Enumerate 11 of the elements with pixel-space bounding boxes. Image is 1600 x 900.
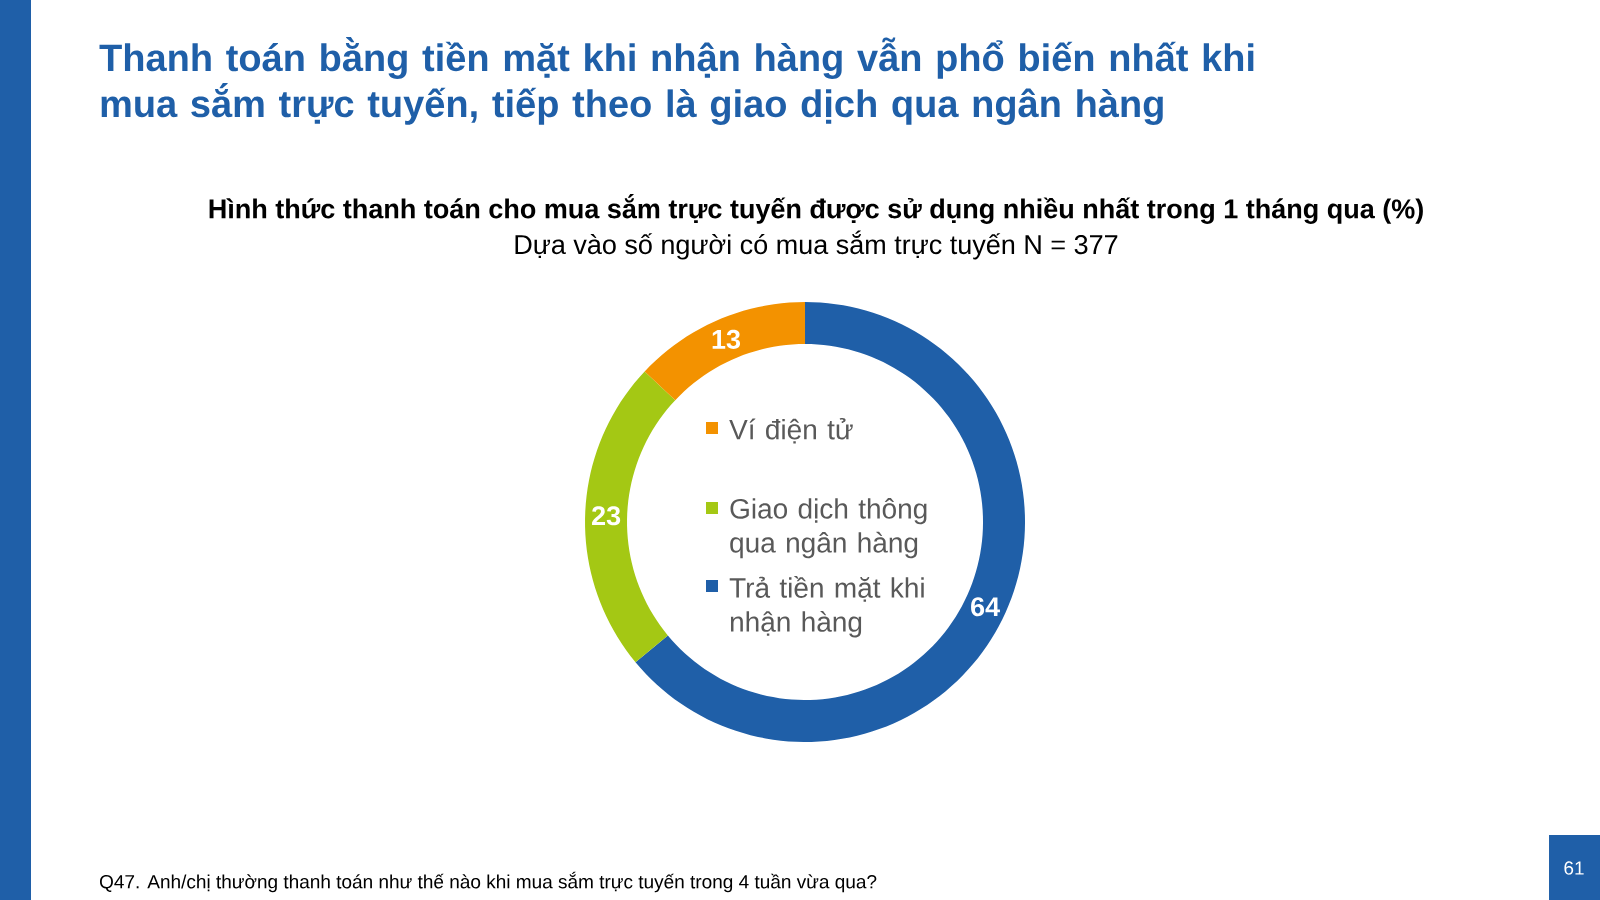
data-label: 64 (971, 597, 1000, 617)
text: Dựa vào số người có mua sắm trực tuyến N = 377 (515, 230, 1118, 260)
legend-label: Ví điện tử (729, 418, 853, 444)
chart-subtitle: Hình thức thanh toán cho mua sắm trực tuyến được sử dụng nhiều nhất trong 1 tháng qua (%) (209, 194, 1423, 224)
chart-title: Thanh toán bằng tiền mặt khi nhận hàng vẫn phổ biến nhất khi mua sắm trực tuyến, tiếp theo là giao dịch qua ngân hàng (99, 37, 1254, 125)
data-label: 23 (592, 506, 621, 526)
legend-label: Trả tiền mặt khi nhận hàng (729, 576, 924, 638)
legend-label: Giao dịch thông qua ngân hàng (730, 498, 927, 559)
text: 61 (1564, 861, 1584, 875)
data-label: 13 (712, 329, 741, 349)
text: Q47. Anh/chị thường thanh toán như thế nào khi mua sắm trực tuyến trong 4 tuần vừa qua? (99, 871, 877, 893)
